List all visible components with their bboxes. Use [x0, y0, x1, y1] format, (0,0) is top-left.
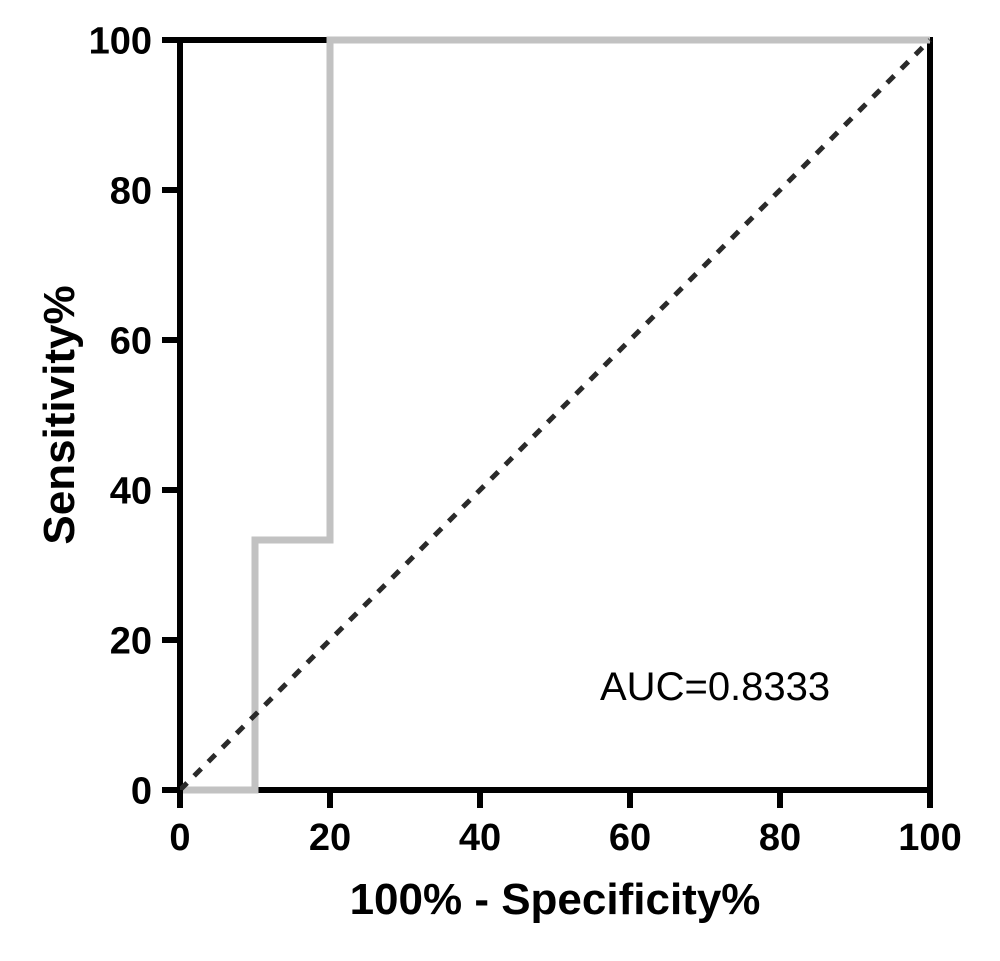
y-tick-label: 20: [110, 620, 152, 662]
y-tick-label: 60: [110, 320, 152, 362]
chart-svg: 0 20 40 60 80 100 0 20 40 60 80 100 100% - Specifici…: [0, 0, 1000, 961]
x-axis-label: 100% - Specificity%: [350, 875, 761, 924]
y-tick-label: 40: [110, 470, 152, 512]
auc-annotation: AUC=0.8333: [600, 665, 830, 709]
x-tick-label: 20: [309, 817, 351, 859]
roc-chart: 0 20 40 60 80 100 0 20 40 60 80 100 100% - Specifici…: [0, 0, 1000, 961]
x-tick-label: 100: [898, 817, 961, 859]
x-tick-label: 80: [759, 817, 801, 859]
y-tick-label: 80: [110, 170, 152, 212]
y-tick-label: 0: [131, 770, 152, 812]
x-tick-label: 0: [169, 817, 190, 859]
y-axis-label: Sensitivity%: [35, 285, 84, 544]
x-tick-label: 60: [609, 817, 651, 859]
y-tick-label: 100: [89, 20, 152, 62]
x-tick-label: 40: [459, 817, 501, 859]
